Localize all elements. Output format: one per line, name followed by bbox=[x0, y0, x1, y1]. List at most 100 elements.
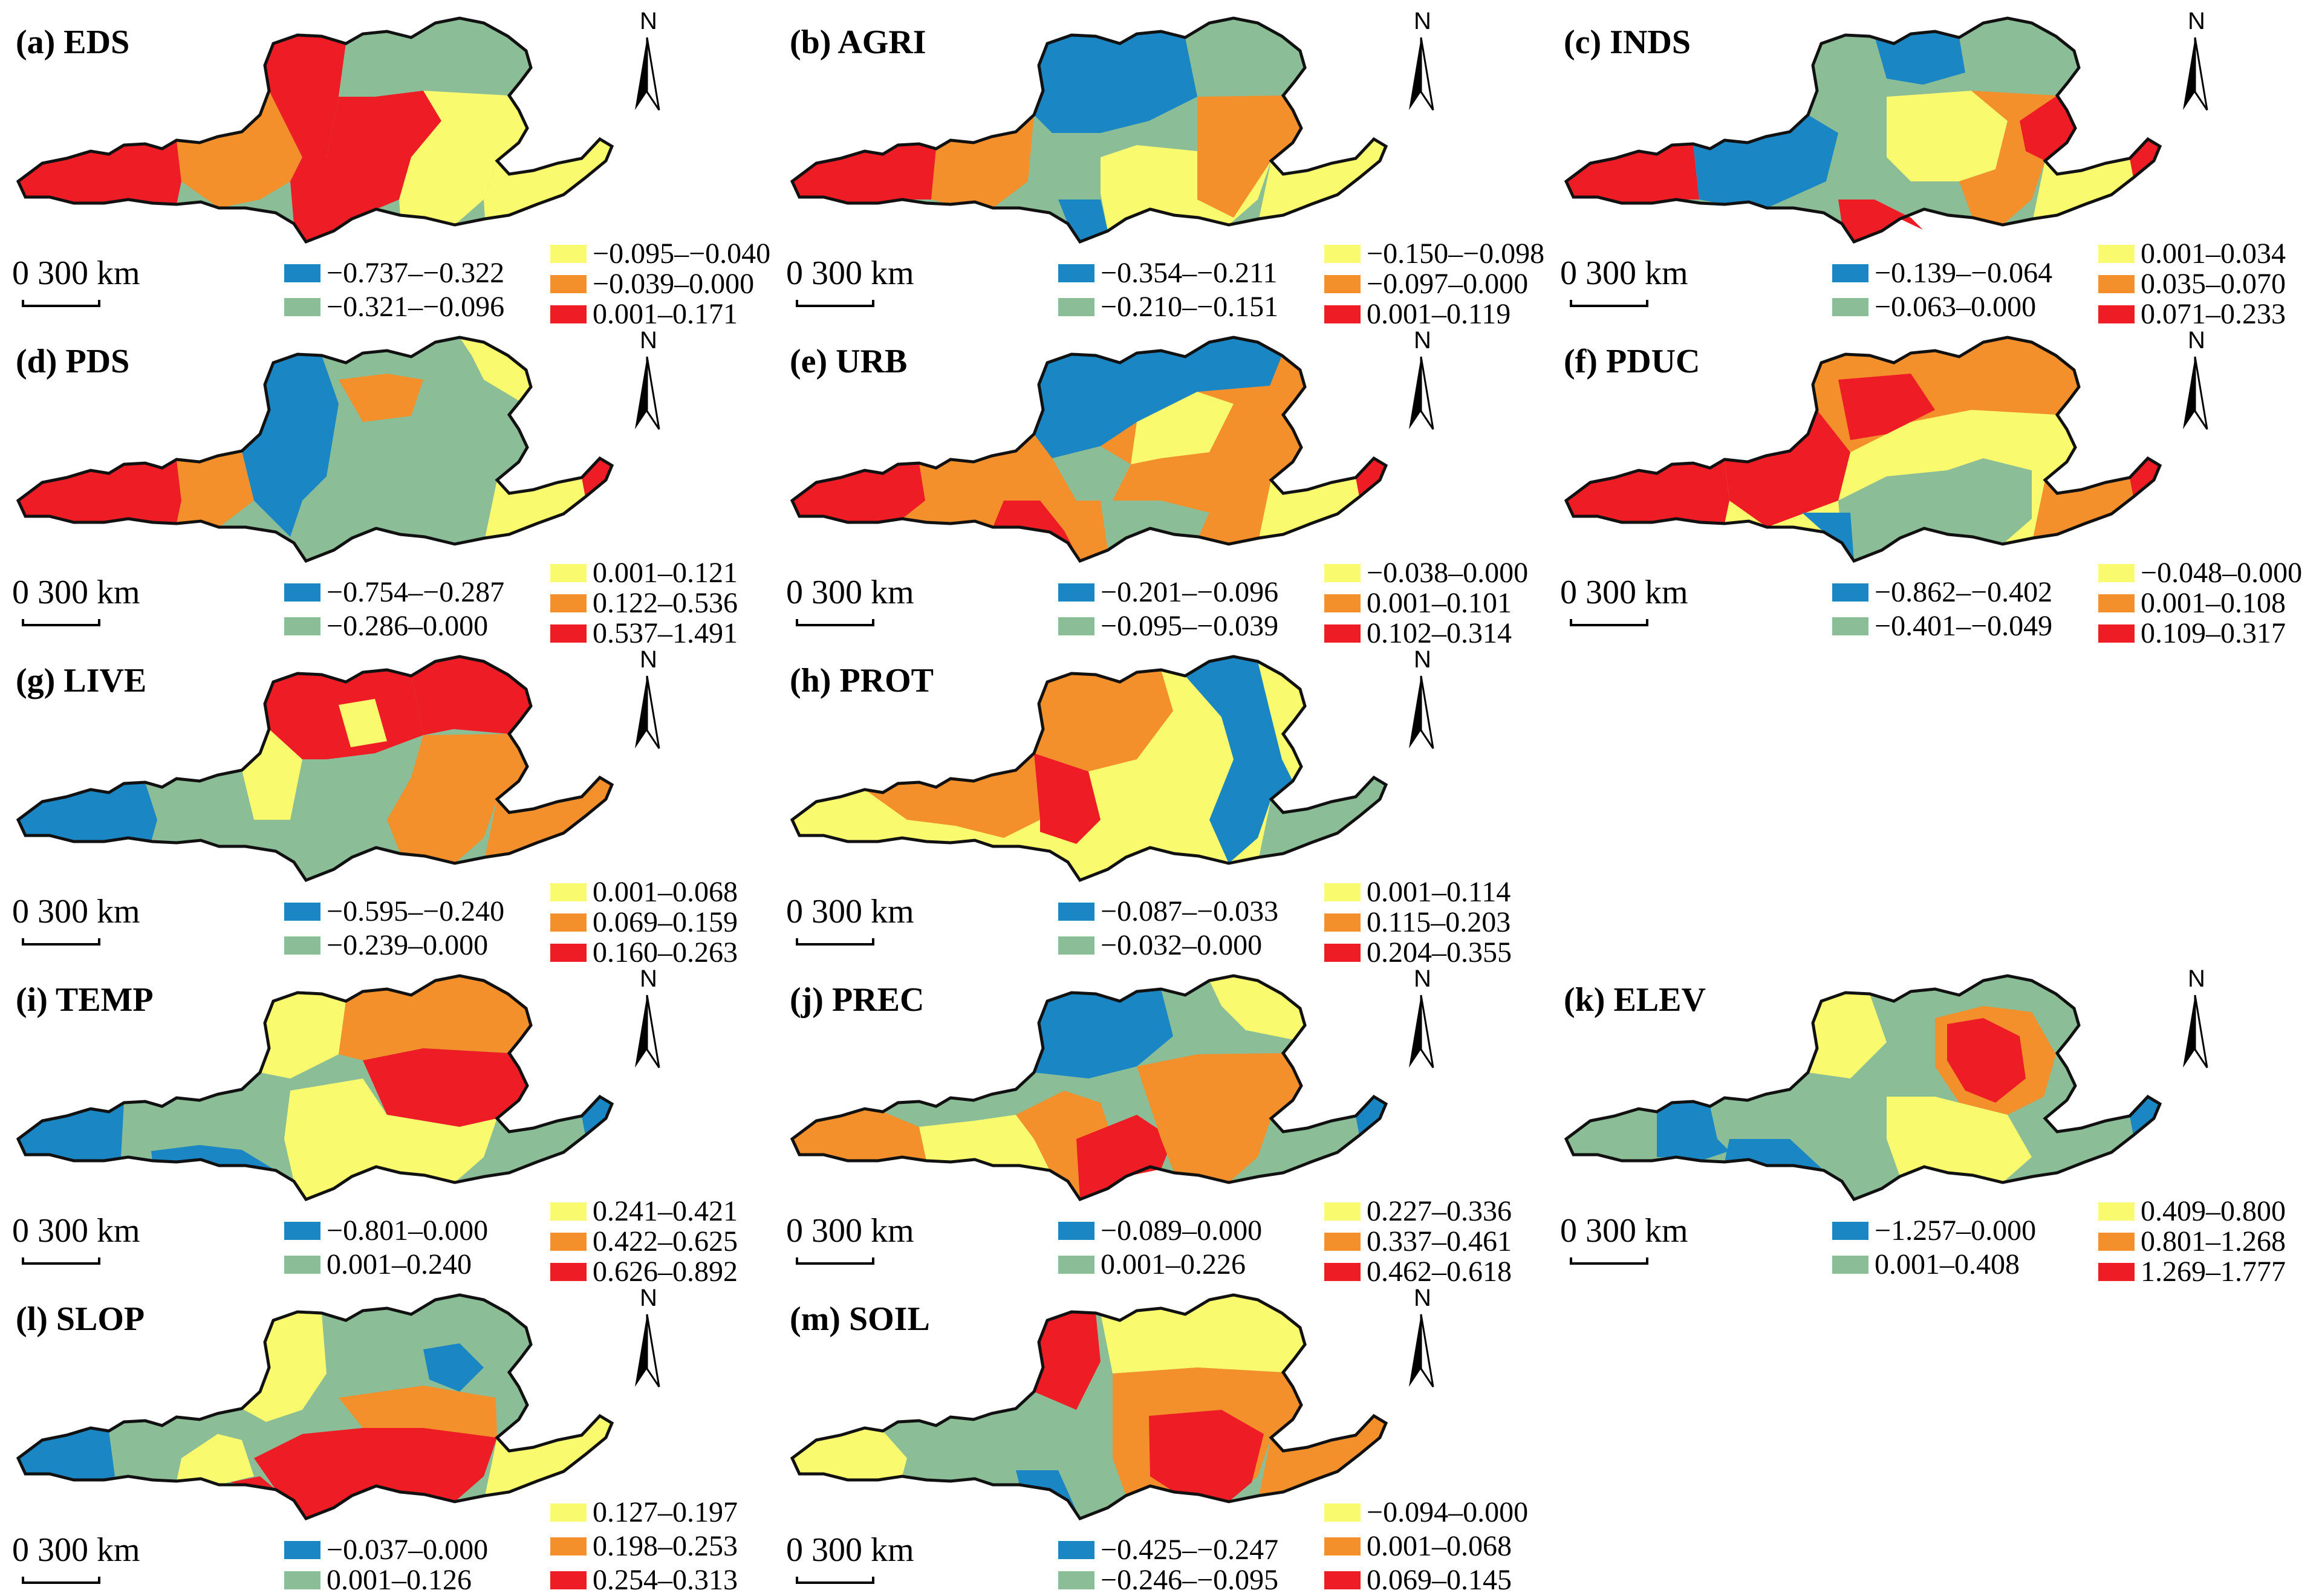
legend-item-green: −0.401–−0.049 bbox=[1832, 612, 2052, 641]
legend-item-blue: −0.754–−0.287 bbox=[284, 578, 504, 607]
legend-item-orange: 0.198–0.253 bbox=[550, 1532, 738, 1561]
legend-item-orange: 0.001–0.068 bbox=[1324, 1532, 1512, 1561]
map-g bbox=[0, 638, 774, 958]
north-arrow-icon: N bbox=[635, 646, 660, 749]
panel-e: (e) URB N 0 300 km −0.201–−0.096 −0.095–… bbox=[774, 319, 1548, 648]
legend-item-yellow: 0.001–0.034 bbox=[2098, 239, 2286, 268]
scale-label: 0 300 km bbox=[12, 574, 140, 611]
map-k bbox=[1548, 958, 2322, 1277]
scale-bar: 0 300 km bbox=[786, 1212, 968, 1266]
panel-title: (e) URB bbox=[790, 343, 908, 380]
legend-item-blue: −0.862–−0.402 bbox=[1832, 578, 2052, 607]
legend-item-green: 0.001–0.408 bbox=[1832, 1250, 2020, 1279]
legend-item-orange: 0.337–0.461 bbox=[1324, 1227, 1512, 1256]
legend-item-red: 1.269–1.777 bbox=[2098, 1257, 2286, 1286]
legend-item-blue: −0.087–−0.033 bbox=[1058, 897, 1278, 926]
scale-label: 0 300 km bbox=[1560, 255, 1688, 292]
legend-item-yellow: 0.127–0.197 bbox=[550, 1498, 738, 1527]
panel-g: (g) LIVE N 0 300 km −0.595–−0.240 −0.239… bbox=[0, 638, 774, 967]
legend-item-red: 0.204–0.355 bbox=[1324, 938, 1512, 967]
legend-item-green: −0.239–0.000 bbox=[284, 931, 488, 960]
panel-title: (l) SLOP bbox=[16, 1300, 145, 1338]
north-arrow-icon: N bbox=[635, 8, 660, 111]
legend-item-red: 0.001–0.171 bbox=[550, 300, 738, 329]
map-h bbox=[774, 638, 1548, 958]
legend-item-yellow: 0.001–0.121 bbox=[550, 559, 738, 588]
legend-item-blue: −0.089–0.000 bbox=[1058, 1216, 1262, 1245]
legend-item-red: 0.626–0.892 bbox=[550, 1257, 738, 1286]
scale-bar: 0 300 km bbox=[12, 573, 194, 628]
legend-item-blue: −1.257–0.000 bbox=[1832, 1216, 2036, 1245]
legend-item-green: −0.246–−0.095 bbox=[1058, 1566, 1278, 1595]
north-label: N bbox=[1414, 327, 1431, 354]
panel-f: (f) PDUC N 0 300 km −0.862–−0.402 −0.401… bbox=[1548, 319, 2322, 648]
panel-d: (d) PDS N 0 300 km −0.754–−0.287 −0.286–… bbox=[0, 319, 774, 648]
scale-label: 0 300 km bbox=[786, 255, 914, 292]
legend-item-blue: −0.425–−0.247 bbox=[1058, 1536, 1278, 1565]
map-e bbox=[774, 319, 1548, 638]
legend-item-yellow: 0.001–0.068 bbox=[550, 878, 738, 907]
legend-item-orange: 0.115–0.203 bbox=[1324, 908, 1511, 937]
legend-item-red: 0.001–0.119 bbox=[1324, 300, 1511, 329]
legend-item-red: 0.109–0.317 bbox=[2098, 619, 2286, 648]
panel-title: (h) PROT bbox=[790, 662, 934, 699]
legend-item-red: 0.160–0.263 bbox=[550, 938, 738, 967]
map-j bbox=[774, 958, 1548, 1277]
legend-item-green: 0.001–0.240 bbox=[284, 1250, 472, 1279]
legend-item-green: 0.001–0.126 bbox=[284, 1566, 472, 1595]
scale-bar: 0 300 km bbox=[786, 1531, 968, 1585]
legend-item-red: 0.537–1.491 bbox=[550, 619, 738, 648]
scale-bar: 0 300 km bbox=[786, 892, 968, 947]
scale-label: 0 300 km bbox=[12, 255, 140, 292]
scale-label: 0 300 km bbox=[786, 893, 914, 930]
map-c bbox=[1548, 0, 2322, 319]
legend-item-green: −0.063–0.000 bbox=[1832, 293, 2036, 322]
legend-item-orange: 0.122–0.536 bbox=[550, 589, 738, 618]
map-i bbox=[0, 958, 774, 1277]
scale-bar: 0 300 km bbox=[786, 573, 968, 628]
north-label: N bbox=[1414, 8, 1431, 34]
legend-item-yellow: −0.150–−0.098 bbox=[1324, 239, 1544, 268]
panel-title: (f) PDUC bbox=[1564, 343, 1700, 380]
panel-m: (m) SOIL N 0 300 km −0.425–−0.247 −0.246… bbox=[774, 1277, 1548, 1596]
scale-bar: 0 300 km bbox=[1560, 254, 1742, 308]
panel-title: (k) ELEV bbox=[1564, 981, 1706, 1019]
legend-item-orange: 0.069–0.159 bbox=[550, 908, 738, 937]
panel-h: (h) PROT N 0 300 km −0.087–−0.033 −0.032… bbox=[774, 638, 1548, 967]
legend-item-orange: 0.422–0.625 bbox=[550, 1227, 738, 1256]
legend-item-red: 0.102–0.314 bbox=[1324, 619, 1512, 648]
panel-a: (a) EDS N 0 300 km −0.737–−0.322 −0.321–… bbox=[0, 0, 774, 329]
legend-item-green: 0.001–0.226 bbox=[1058, 1250, 1246, 1279]
north-label: N bbox=[2188, 965, 2205, 992]
scale-label: 0 300 km bbox=[12, 893, 140, 930]
legend-item-blue: −0.737–−0.322 bbox=[284, 259, 504, 288]
map-f bbox=[1548, 319, 2322, 638]
legend-item-yellow: −0.038–0.000 bbox=[1324, 559, 1528, 588]
north-arrow-icon: N bbox=[1409, 965, 1434, 1068]
legend-item-yellow: −0.095–−0.040 bbox=[550, 239, 770, 268]
legend-item-yellow: 0.409–0.800 bbox=[2098, 1197, 2286, 1226]
legend-item-blue: −0.037–0.000 bbox=[284, 1536, 488, 1565]
panel-title: (i) TEMP bbox=[16, 981, 154, 1019]
map-m bbox=[774, 1277, 1548, 1596]
legend-item-red: 0.071–0.233 bbox=[2098, 300, 2286, 329]
north-arrow-icon: N bbox=[635, 327, 660, 430]
scale-bar: 0 300 km bbox=[1560, 1212, 1742, 1266]
map-d bbox=[0, 319, 774, 638]
legend-item-yellow: 0.001–0.114 bbox=[1324, 878, 1511, 907]
legend-item-blue: −0.801–0.000 bbox=[284, 1216, 488, 1245]
scale-label: 0 300 km bbox=[12, 1212, 140, 1250]
legend-item-orange: 0.001–0.101 bbox=[1324, 589, 1512, 618]
map-l bbox=[0, 1277, 774, 1596]
legend-item-red: 0.254–0.313 bbox=[550, 1566, 738, 1595]
north-arrow-icon: N bbox=[2183, 327, 2208, 430]
north-arrow-icon: N bbox=[1409, 1285, 1434, 1387]
panel-title: (a) EDS bbox=[16, 24, 130, 61]
panel-j: (j) PREC N 0 300 km −0.089–0.000 0.001–0… bbox=[774, 958, 1548, 1286]
panel-b: (b) AGRI N 0 300 km −0.354–−0.211 −0.210… bbox=[774, 0, 1548, 329]
legend-item-yellow: 0.227–0.336 bbox=[1324, 1197, 1512, 1226]
scale-label: 0 300 km bbox=[786, 1212, 914, 1250]
north-arrow-icon: N bbox=[635, 965, 660, 1068]
legend-item-red: 0.069–0.145 bbox=[1324, 1566, 1512, 1595]
